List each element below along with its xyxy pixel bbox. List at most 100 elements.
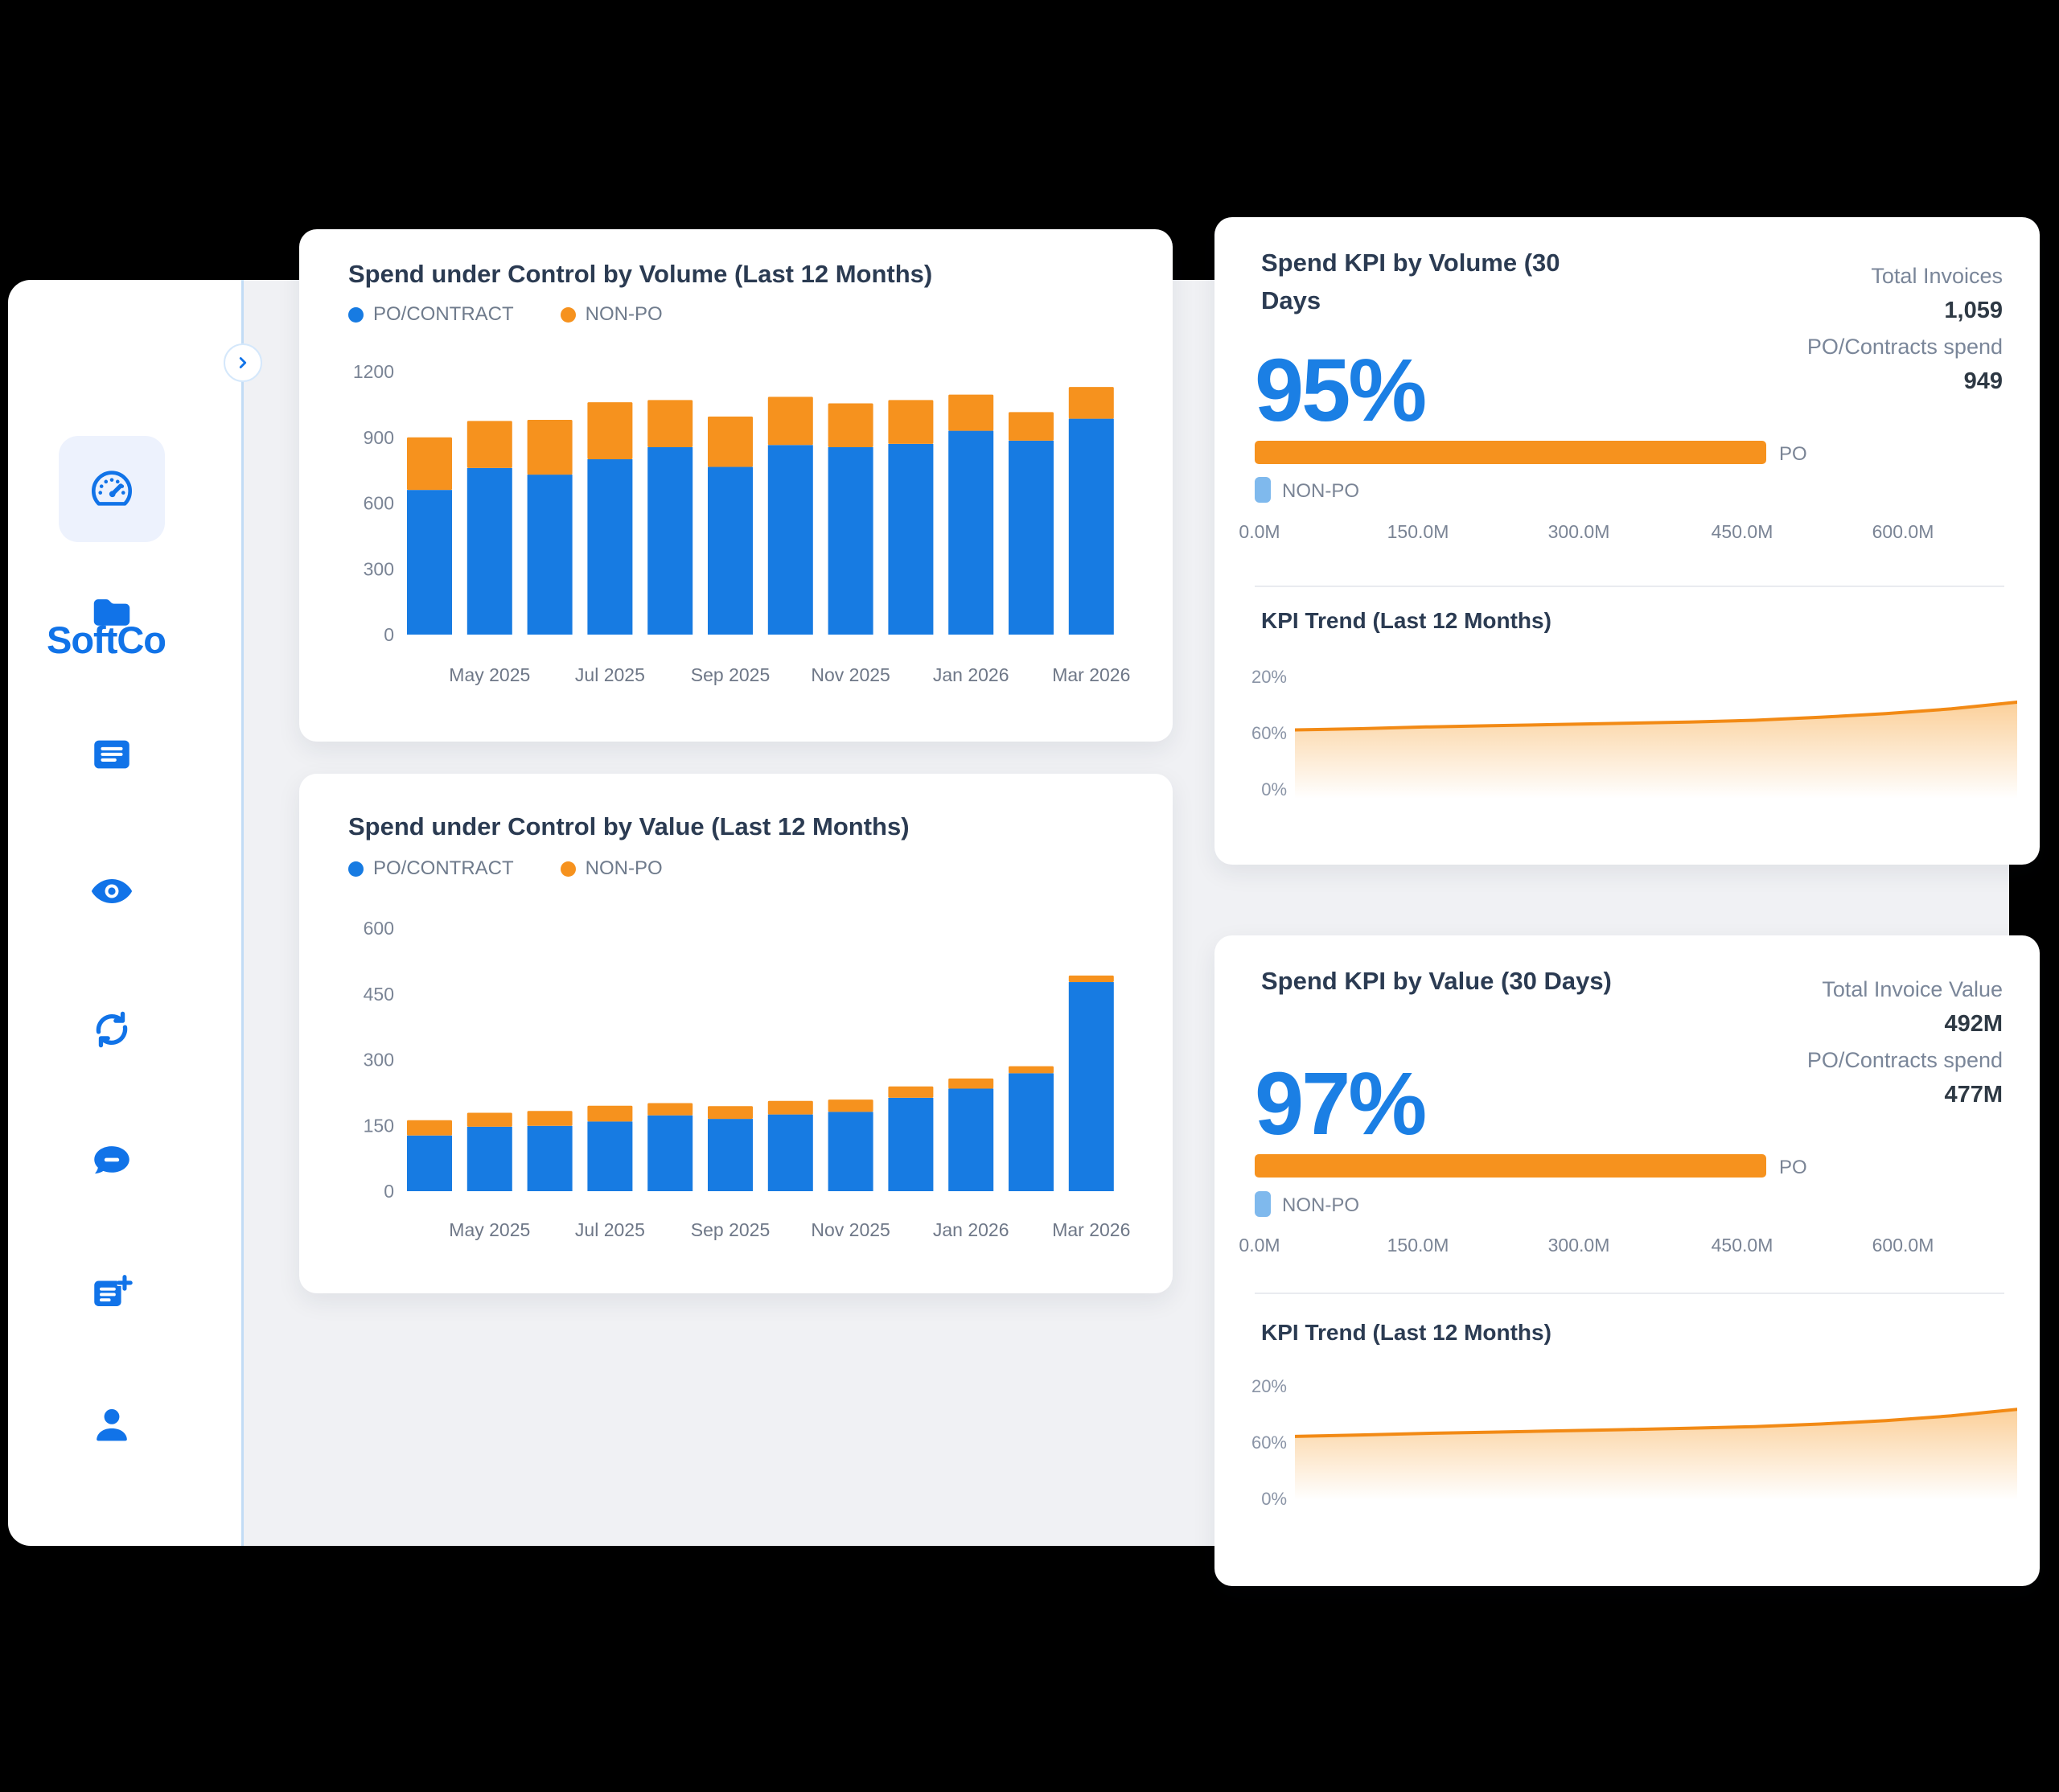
axis-tick: 450.0M: [1711, 521, 1773, 542]
bar-segment-non-po: [527, 1111, 573, 1126]
bar-segment-po-contract: [1068, 982, 1114, 1191]
non-po-bar-label: NON-PO: [1282, 1194, 1359, 1216]
po-bar-label: PO: [1779, 443, 1807, 465]
x-tick-label: Jan 2026: [933, 1219, 1009, 1240]
volume-stacked-bar-chart: 0 300 600 900 1200 May 2025 Jul 2025 Sep 2025 No…: [353, 361, 1131, 685]
bar-segment-non-po: [888, 400, 934, 444]
kpi-trend-title: KPI Trend (Last 12 Months): [1261, 1320, 1551, 1345]
po-bar: [1255, 441, 1766, 464]
trend-y-axis: 20% 60% 0%: [1242, 935, 1287, 1586]
bar-segment-non-po: [587, 1105, 633, 1122]
bar-segment-non-po: [948, 1078, 994, 1089]
kpi-title: Spend KPI by Value (30 Days): [1261, 967, 1612, 995]
x-tick-label: Mar 2026: [1052, 664, 1130, 685]
legend-item-non-po: NON-PO: [560, 303, 663, 326]
po-bar: [1255, 1154, 1766, 1178]
x-tick-label: May 2025: [449, 664, 530, 685]
bar-segment-po-contract: [708, 466, 753, 635]
chevron-right-icon: [239, 357, 247, 368]
bar-segment-po-contract: [527, 1125, 573, 1191]
x-tick-label: Nov 2025: [811, 664, 890, 685]
sidebar-item-chat[interactable]: [59, 1108, 165, 1215]
sidebar-item-eye[interactable]: [59, 838, 165, 944]
axis-tick: 150.0M: [1387, 521, 1449, 542]
po-bar-label: PO: [1779, 1157, 1807, 1178]
bar-segment-non-po: [948, 394, 994, 431]
sidebar-item-folder[interactable]: [59, 560, 165, 666]
kpi-axis: 0.0M 150.0M 300.0M 450.0M 600.0M: [1239, 521, 1934, 544]
legend-dot-orange: [560, 306, 576, 323]
stat-value: 1,059: [1944, 298, 2003, 323]
bar-segment-po-contract: [466, 1126, 512, 1191]
y-tick-label: 600: [364, 918, 394, 939]
stat-label: PO/Contracts spend: [1806, 335, 2003, 359]
bar-segment-non-po: [1009, 1066, 1054, 1074]
sidebar-item-document-add[interactable]: [59, 1240, 165, 1346]
bar-segment-po-contract: [888, 443, 934, 635]
y-tick-label: 0: [384, 1181, 394, 1202]
trend-line: [1295, 701, 2017, 732]
value-stacked-bar-chart: 0 150 300 450 600 May 2025 Jul 2025 Sep 2025 Nov…: [364, 918, 1131, 1240]
stat-value: 477M: [1944, 1082, 2003, 1108]
legend-dot-blue: [348, 861, 364, 877]
y-tick-label: 300: [364, 1050, 394, 1071]
bar-segment-po-contract: [1009, 440, 1054, 635]
bar-segment-non-po: [1068, 975, 1114, 983]
section-divider: [1255, 586, 2004, 587]
stat-label: PO/Contracts spend: [1806, 1048, 2003, 1072]
document-add-icon: [94, 1275, 133, 1306]
bar-segment-non-po: [466, 1112, 512, 1127]
non-po-bar: [1255, 477, 1271, 503]
y-tick-label: 600: [364, 493, 394, 514]
bar-segment-po-contract: [466, 467, 512, 635]
sidebar-item-sync[interactable]: [59, 976, 165, 1083]
sidebar-item-document[interactable]: [59, 701, 165, 808]
bar-segment-non-po: [828, 403, 873, 448]
kpi-trend-area-chart: [1295, 1408, 2017, 1500]
kpi-trend-title: KPI Trend (Last 12 Months): [1261, 608, 1551, 633]
trend-area-fill: [1295, 702, 2017, 799]
sidebar-item-user[interactable]: [59, 1372, 165, 1478]
non-po-bar: [1255, 1191, 1271, 1217]
kpi-percentage: 95%: [1255, 341, 1427, 440]
x-tick-label: Jan 2026: [933, 664, 1009, 685]
x-tick-label: Sep 2025: [691, 664, 770, 685]
legend-label: NON-PO: [585, 857, 663, 879]
bar-segment-po-contract: [828, 1112, 873, 1191]
bar-segment-non-po: [828, 1099, 873, 1112]
legend-item-po-contract: PO/CONTRACT: [348, 857, 514, 880]
bar-segment-non-po: [708, 1106, 753, 1120]
folder-icon: [93, 599, 130, 626]
bar-segment-non-po: [1009, 412, 1054, 441]
x-tick-label: Mar 2026: [1052, 1219, 1130, 1240]
trend-y-tick-label: 60%: [1251, 723, 1287, 743]
kpi-trend-area-chart: [1295, 701, 2017, 799]
kpi-axis: 0.0M 150.0M 300.0M 450.0M 600.0M: [1239, 1235, 1934, 1257]
stat-value: 949: [1963, 368, 2003, 394]
section-divider: [1255, 1293, 2004, 1294]
bar-segment-non-po: [708, 416, 753, 467]
bar-segment-non-po: [587, 402, 633, 459]
spend-by-value-card: Spend under Control by Value (Last 12 Mo…: [299, 774, 1173, 1293]
legend-label: PO/CONTRACT: [373, 303, 514, 325]
stat-label: Total Invoices: [1871, 264, 2003, 288]
trend-y-tick-label: 60%: [1251, 1432, 1287, 1453]
spend-by-volume-card: Spend under Control by Volume (Last 12 M…: [299, 229, 1173, 742]
legend-item-po-contract: PO/CONTRACT: [348, 303, 514, 326]
softco-logo: SoftCo: [47, 619, 166, 661]
chart-legend: PO/CONTRACT NON-PO: [348, 303, 663, 326]
x-tick-label: Nov 2025: [811, 1219, 890, 1240]
y-tick-label: 150: [364, 1115, 394, 1136]
trend-y-tick-label: 0%: [1261, 1489, 1287, 1509]
axis-tick: 600.0M: [1872, 521, 1934, 542]
axis-tick: 0.0M: [1239, 521, 1280, 542]
x-tick-label: Jul 2025: [575, 664, 645, 685]
user-icon: [97, 1408, 127, 1441]
chart-legend: PO/CONTRACT NON-PO: [348, 857, 663, 880]
sidebar-item-dashboard-gauge[interactable]: [59, 436, 165, 542]
sync-icon: [96, 1011, 128, 1048]
legend-dot-blue: [348, 306, 364, 323]
axis-tick: 150.0M: [1387, 1235, 1449, 1256]
sidebar-expand-button[interactable]: [224, 343, 262, 382]
bar-segment-po-contract: [647, 1115, 693, 1191]
